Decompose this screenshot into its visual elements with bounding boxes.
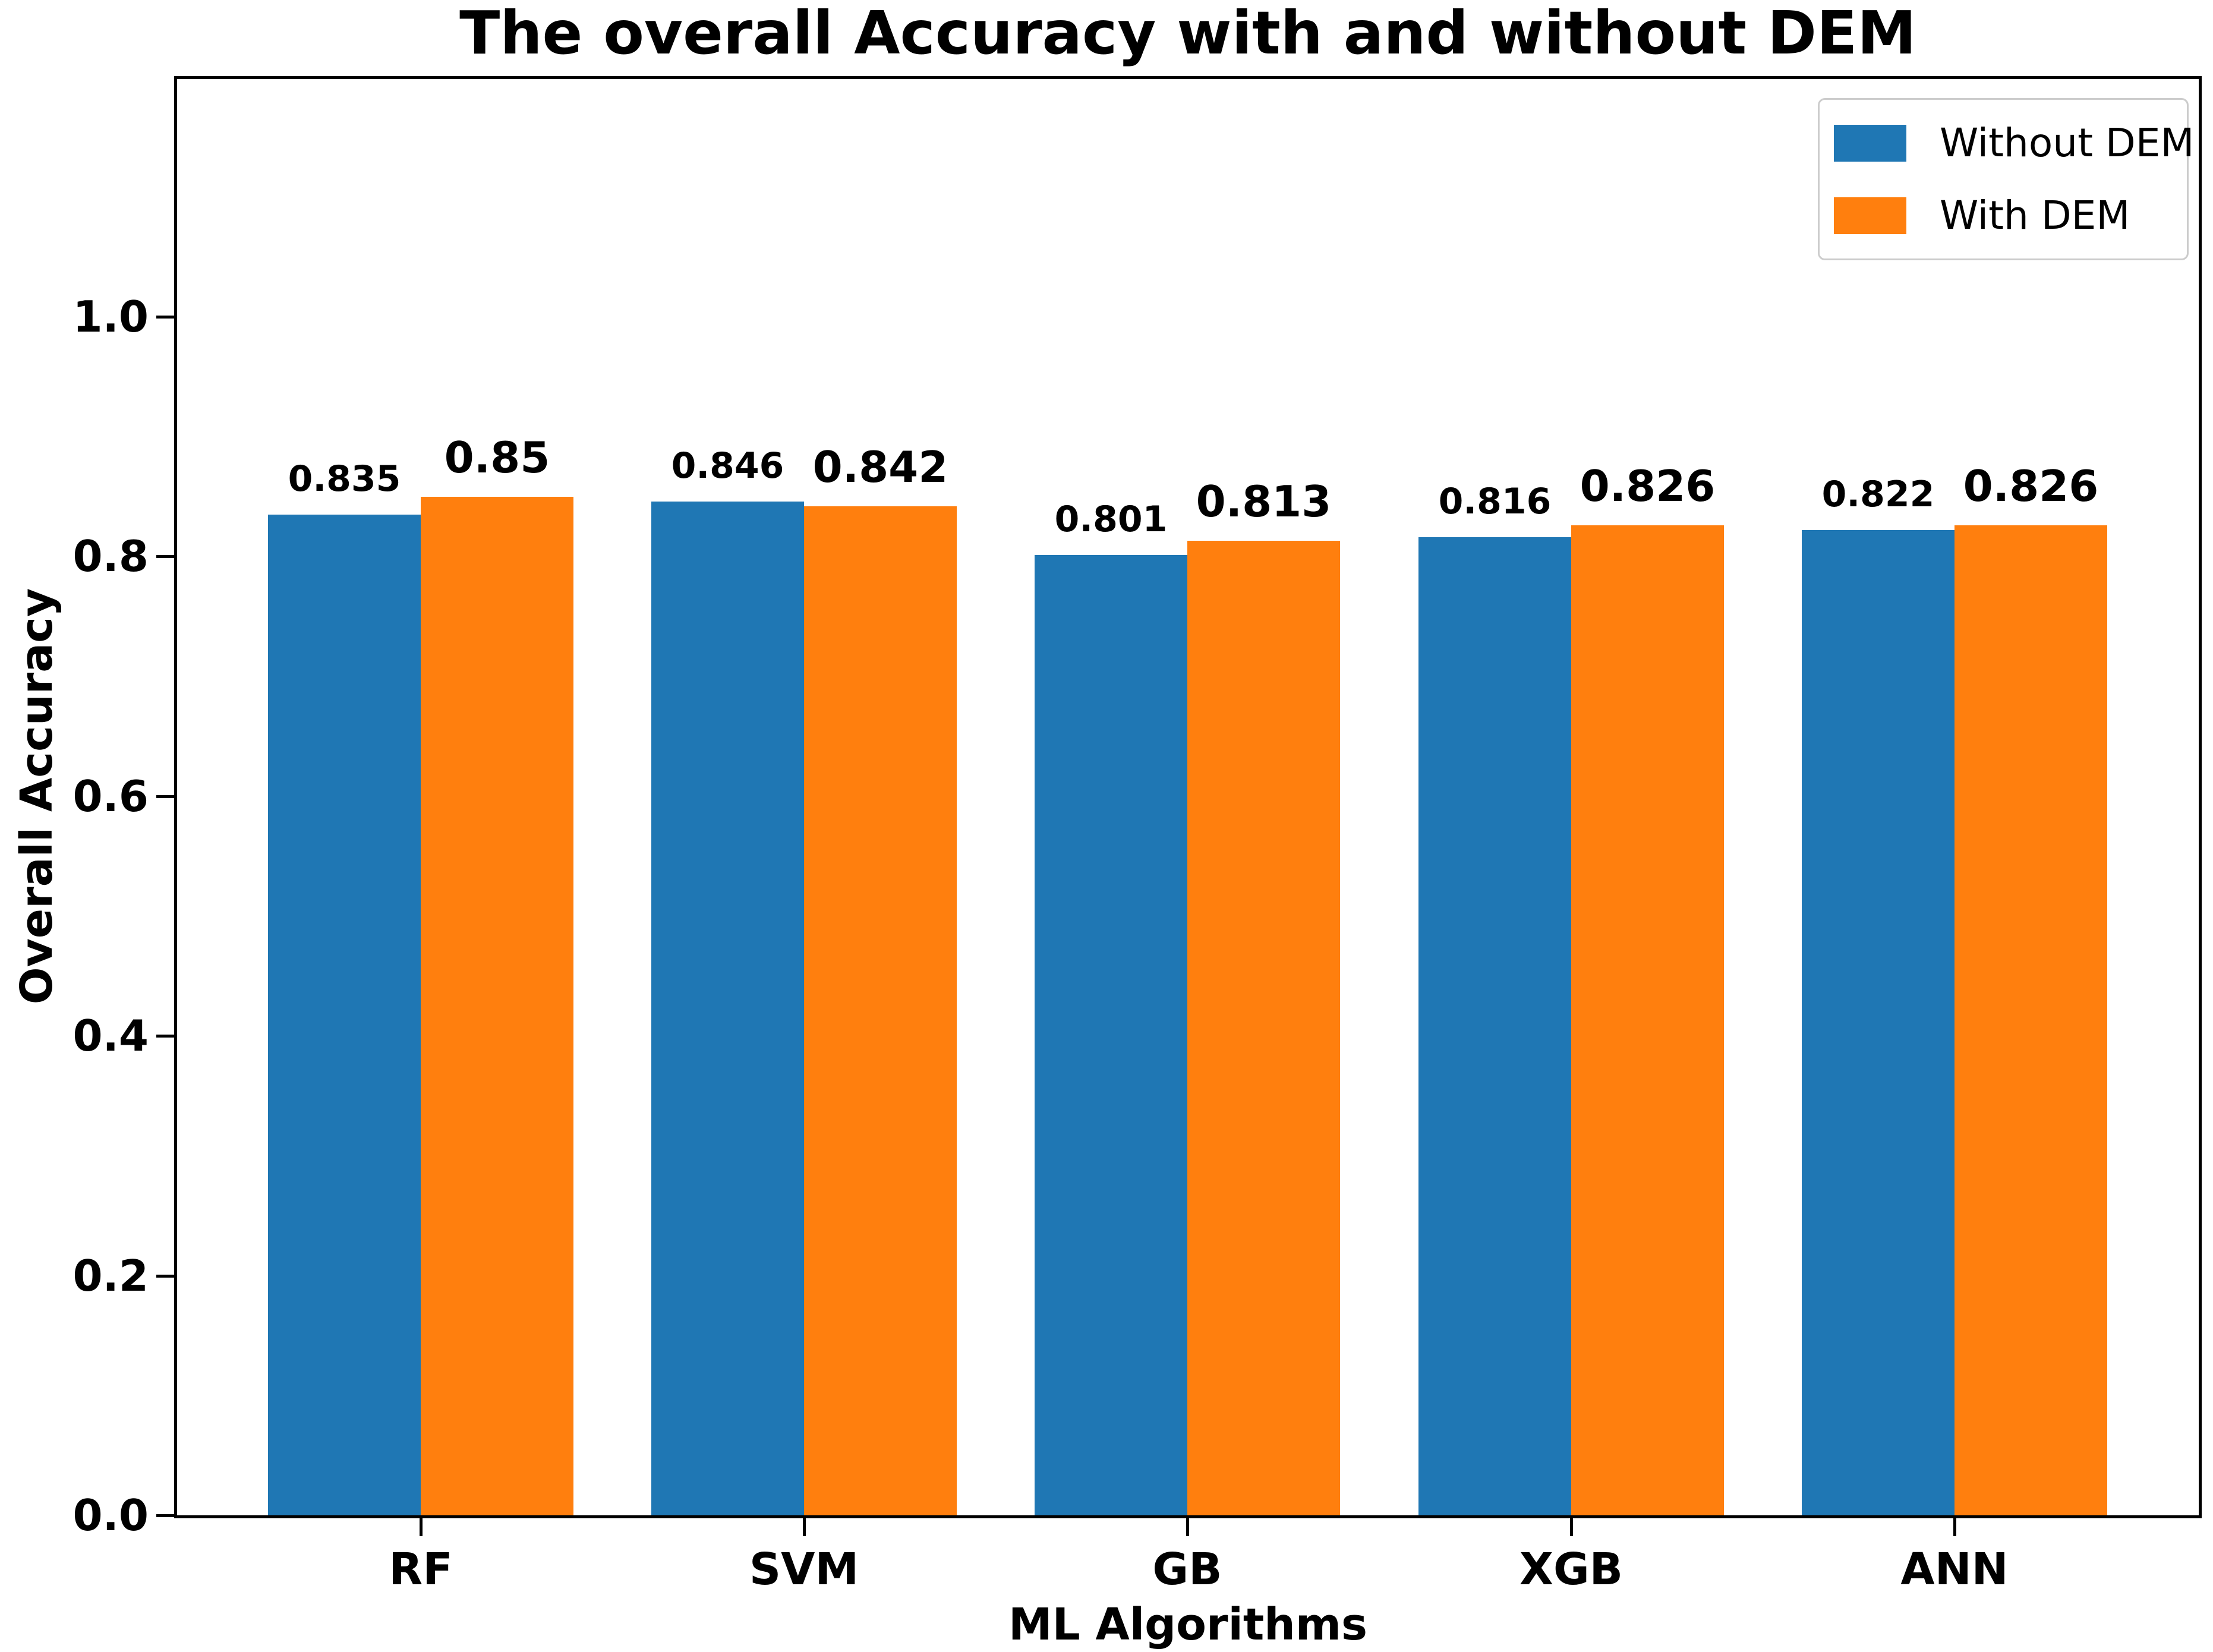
x-tick-label: GB	[1152, 1544, 1222, 1595]
y-tick-label: 0.4	[72, 1011, 149, 1061]
bar-without-dem-svm	[651, 501, 804, 1515]
bar-value-label: 0.842	[812, 442, 948, 492]
bar-with-dem-svm	[804, 506, 957, 1515]
bar-value-label: 0.846	[671, 444, 784, 487]
y-tick-mark	[156, 1035, 174, 1038]
bar-without-dem-gb	[1035, 555, 1187, 1515]
y-tick-label: 0.6	[72, 771, 149, 821]
bar-with-dem-gb	[1187, 541, 1340, 1515]
x-tick-mark	[803, 1518, 806, 1536]
bar-value-label: 0.835	[288, 458, 401, 500]
x-tick-label: RF	[389, 1544, 453, 1595]
x-axis-label: ML Algorithms	[1008, 1599, 1368, 1650]
bar-without-dem-ann	[1802, 530, 1954, 1515]
bar-value-label: 0.816	[1438, 481, 1552, 523]
bar-value-label: 0.826	[1580, 461, 1716, 511]
legend-swatch-without-dem	[1834, 124, 1906, 162]
bar-with-dem-ann	[1954, 525, 2107, 1515]
y-tick-mark	[156, 555, 174, 559]
bar-without-dem-rf	[268, 514, 421, 1515]
y-tick-mark	[156, 316, 174, 319]
legend: Without DEM With DEM	[1818, 98, 2194, 260]
y-tick-label: 0.0	[72, 1490, 149, 1540]
bar-with-dem-xgb	[1571, 525, 1724, 1515]
y-tick-mark	[156, 795, 174, 798]
legend-entry-without-dem: Without DEM	[1834, 122, 2194, 164]
x-tick-mark	[1953, 1518, 1956, 1536]
x-tick-mark	[1186, 1518, 1189, 1536]
chart-title: The overall Accuracy with and without DE…	[459, 0, 1916, 68]
legend-entry-with-dem: With DEM	[1834, 192, 2173, 238]
bar-value-label: 0.826	[1963, 461, 2099, 511]
bar-value-label: 0.801	[1054, 499, 1168, 541]
legend-swatch-with-dem	[1834, 197, 1906, 234]
legend-label-with-dem: With DEM	[1940, 192, 2130, 238]
y-tick-label: 1.0	[72, 292, 149, 342]
x-tick-label: ANN	[1900, 1544, 2009, 1595]
bar-value-label: 0.813	[1196, 477, 1332, 527]
y-tick-mark	[156, 1274, 174, 1278]
bar-without-dem-xgb	[1418, 537, 1571, 1515]
x-tick-mark	[1570, 1518, 1573, 1536]
y-tick-label: 0.2	[72, 1250, 149, 1301]
bar-with-dem-rf	[421, 496, 573, 1515]
legend-label-without-dem: Without DEM	[1940, 119, 2195, 166]
bar-value-label: 0.822	[1821, 474, 1935, 516]
y-tick-label: 0.8	[72, 531, 149, 582]
y-tick-mark	[156, 1514, 174, 1517]
x-tick-label: SVM	[749, 1544, 859, 1595]
x-tick-mark	[420, 1518, 423, 1536]
bar-value-label: 0.85	[444, 432, 550, 483]
x-tick-label: XGB	[1519, 1544, 1624, 1595]
